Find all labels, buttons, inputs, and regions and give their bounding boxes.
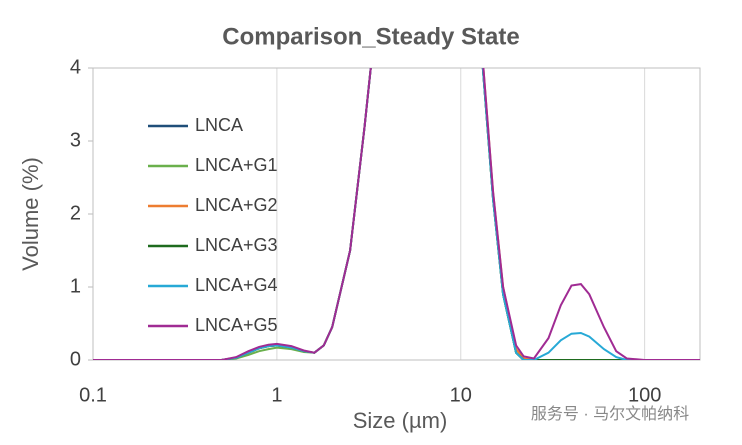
legend-label: LNCA+G3	[195, 235, 278, 255]
series-line	[93, 68, 700, 360]
x-tick-label: 0.1	[79, 384, 107, 406]
series-line	[93, 68, 700, 360]
plot-lines	[93, 68, 700, 360]
x-tick-label: 1	[271, 384, 282, 406]
series-line	[93, 68, 700, 360]
series-line	[93, 68, 700, 360]
x-tick-label: 10	[450, 384, 472, 406]
legend-label: LNCA	[195, 115, 243, 135]
x-axis-label: Size (µm)	[353, 408, 448, 433]
y-axis-label: Volume (%)	[18, 157, 43, 271]
x-tick-label: 100	[628, 384, 661, 406]
series-line	[93, 68, 700, 360]
legend-label: LNCA+G1	[195, 155, 278, 175]
y-tick-label: 4	[70, 56, 81, 78]
plot-border	[92, 67, 701, 361]
legend-label: LNCA+G2	[195, 195, 278, 215]
watermark: 服务号 · 马尔文帕纳科	[531, 405, 689, 423]
legend-label: LNCA+G5	[195, 315, 278, 335]
y-tick-label: 2	[70, 202, 81, 224]
y-tick-label: 1	[70, 275, 81, 297]
y-tick-label: 3	[70, 129, 81, 151]
legend-label: LNCA+G4	[195, 275, 278, 295]
chart-title: Comparison_Steady State	[222, 23, 519, 50]
series-line	[93, 68, 700, 360]
y-tick-label: 0	[70, 348, 81, 370]
